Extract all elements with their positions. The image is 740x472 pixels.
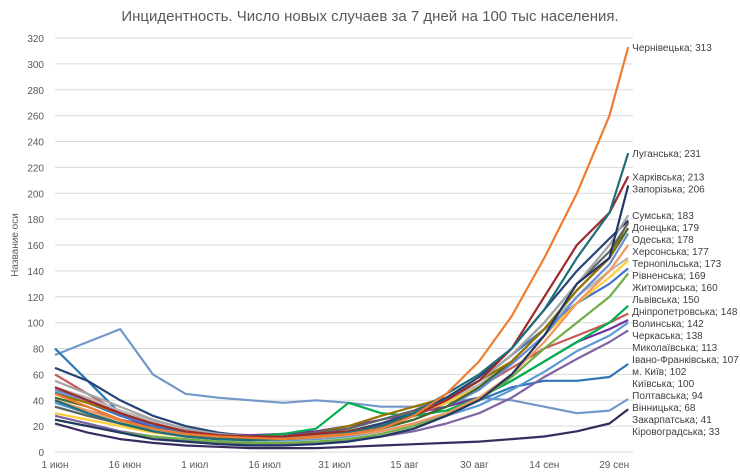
x-tick-label: 16 июл (248, 460, 281, 471)
y-tick-label: 300 (27, 60, 44, 71)
y-tick-label: 140 (27, 267, 44, 278)
data-label: Сумська; 183 (632, 211, 694, 222)
series-line (54, 185, 630, 447)
series-line (54, 219, 629, 438)
x-tick-label: 31 июл (318, 460, 351, 471)
data-label: Чернівецька; 313 (632, 43, 712, 54)
series-line (54, 272, 630, 444)
y-tick-label: 20 (33, 422, 45, 433)
y-tick-label: 200 (27, 189, 44, 200)
data-label: Житомирська; 160 (632, 283, 718, 294)
data-label: Одеська; 178 (632, 235, 694, 246)
y-tick-label: 220 (27, 163, 44, 174)
x-tick-label: 29 сен (599, 460, 629, 471)
chart-title: Инцидентность. Число новых случаев за 7 … (121, 8, 619, 25)
series-line (54, 214, 630, 439)
y-tick-label: 120 (27, 293, 44, 304)
data-label: Запорізька; 206 (632, 184, 705, 195)
y-tick-label: 320 (27, 34, 44, 45)
y-tick-label: 260 (27, 112, 44, 123)
series-line (54, 152, 630, 442)
data-label: Херсонська; 177 (632, 247, 709, 258)
data-label: Київська; 100 (632, 379, 694, 390)
x-tick-label: 16 июн (109, 460, 142, 471)
data-label: Донецька; 179 (632, 223, 699, 234)
series-line (54, 408, 629, 450)
y-tick-label: 40 (33, 396, 45, 407)
x-tick-label: 1 июн (42, 460, 69, 471)
data-label: Кіровоградська; 33 (632, 427, 720, 438)
data-label: Луганська; 231 (632, 149, 701, 160)
y-tick-label: 240 (27, 138, 44, 149)
y-tick-label: 60 (33, 370, 45, 381)
y-axis-title: Название оси (10, 213, 21, 277)
data-label: Миколаївська; 113 (632, 343, 717, 354)
x-tick-label: 30 авг (460, 460, 489, 471)
data-label: Черкаська; 138 (632, 331, 703, 342)
data-label: Вінницька; 68 (632, 403, 696, 414)
y-tick-label: 160 (27, 241, 44, 252)
data-label: м. Київ; 102 (632, 367, 687, 378)
y-tick-label: 100 (27, 319, 44, 330)
x-tick-label: 15 авг (390, 460, 419, 471)
series-line (54, 175, 630, 438)
data-label: Дніпропетровська; 148 (632, 307, 738, 318)
y-tick-label: 180 (27, 215, 44, 226)
data-label: Волинська; 142 (632, 319, 704, 330)
data-label: Львівська; 150 (632, 295, 700, 306)
data-label: Рівненська; 169 (632, 271, 706, 282)
data-label: Полтавська; 94 (632, 391, 703, 402)
y-tick-label: 80 (33, 345, 45, 356)
x-tick-label: 14 сен (529, 460, 559, 471)
series-line (54, 46, 630, 441)
data-label: Харківська; 213 (632, 172, 705, 183)
y-tick-label: 280 (27, 86, 44, 97)
data-label: Закарпатська; 41 (632, 415, 712, 426)
series-line (54, 267, 629, 439)
data-label: Тернопільська; 173 (632, 259, 721, 270)
x-tick-label: 1 июл (181, 460, 208, 471)
y-tick-label: 0 (38, 448, 44, 459)
data-label: Івано-Франківська; 107 (632, 355, 739, 366)
